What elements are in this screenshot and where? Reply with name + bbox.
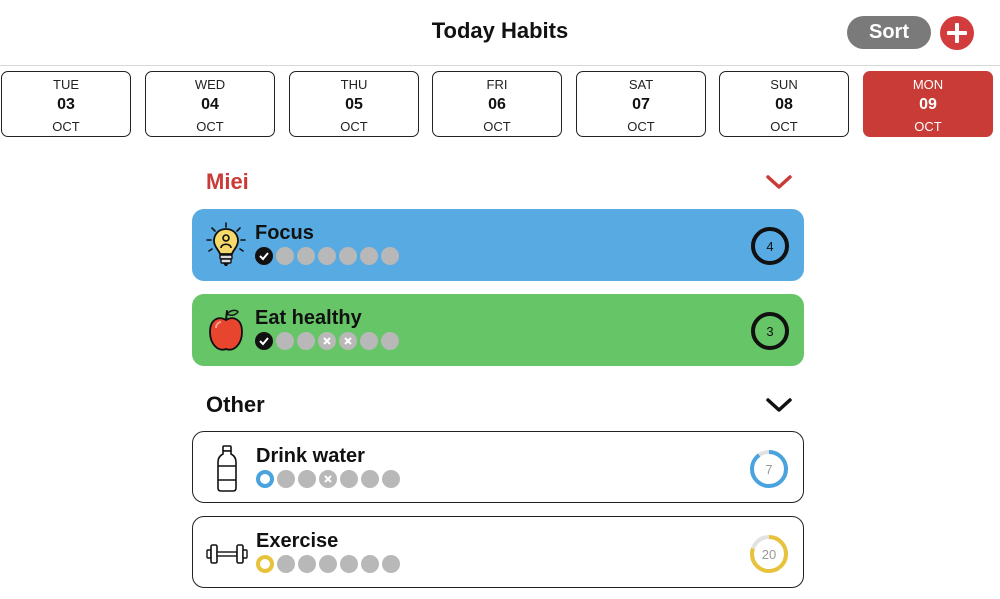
date-day: 05	[345, 96, 363, 113]
date-weekday: SUN	[770, 77, 798, 92]
habit-count: 3	[766, 324, 773, 339]
day-status-empty[interactable]	[382, 555, 400, 573]
habit-name: Drink water	[256, 445, 365, 467]
day-status-empty[interactable]	[277, 470, 295, 488]
day-status-empty[interactable]	[340, 470, 358, 488]
day-status-empty[interactable]	[298, 555, 316, 573]
day-status-empty[interactable]	[276, 332, 294, 350]
habit-name: Focus	[255, 222, 314, 244]
date-month: OCT	[483, 119, 511, 134]
day-status-empty[interactable]	[339, 247, 357, 265]
date-day: 07	[632, 96, 650, 113]
x-icon	[323, 337, 331, 345]
habit-week-progress	[255, 247, 399, 265]
day-status-done[interactable]	[255, 332, 273, 350]
day-status-empty[interactable]	[340, 555, 358, 573]
date-month: OCT	[196, 119, 224, 134]
date-month: OCT	[340, 119, 368, 134]
top-bar: Today Habits Sort	[0, 0, 1000, 66]
section-title: Miei	[206, 169, 249, 194]
section-header-other[interactable]: Other	[192, 390, 804, 420]
date-month: OCT	[914, 119, 942, 134]
chevron-down-icon[interactable]	[764, 394, 794, 416]
habit-week-progress	[256, 470, 400, 488]
chevron-down-icon[interactable]	[764, 171, 794, 193]
date-month: OCT	[627, 119, 655, 134]
habit-count: 4	[766, 239, 773, 254]
day-status-empty[interactable]	[361, 555, 379, 573]
x-icon	[324, 475, 332, 483]
add-habit-button[interactable]	[940, 16, 974, 50]
date-day: 08	[775, 96, 793, 113]
habit-count-ring: 20	[750, 535, 788, 573]
date-card-sun[interactable]: SUN 08 OCT	[719, 71, 849, 137]
day-status-empty[interactable]	[319, 555, 337, 573]
sort-button[interactable]: Sort	[847, 16, 931, 49]
day-status-today[interactable]	[256, 470, 274, 488]
date-card-fri[interactable]: FRI 06 OCT	[432, 71, 562, 137]
habit-count: 20	[762, 547, 776, 562]
habit-card-focus[interactable]: Focus 4	[192, 209, 804, 281]
habit-count-ring: 3	[751, 312, 789, 350]
habit-count: 7	[765, 462, 772, 477]
habit-week-progress	[256, 555, 400, 573]
dumbbell-icon	[206, 544, 248, 564]
day-status-done[interactable]	[255, 247, 273, 265]
date-card-wed[interactable]: WED 04 OCT	[145, 71, 275, 137]
day-status-empty[interactable]	[277, 555, 295, 573]
habit-week-progress	[255, 332, 399, 350]
day-status-empty[interactable]	[381, 247, 399, 265]
day-status-empty[interactable]	[381, 332, 399, 350]
habit-name: Exercise	[256, 530, 339, 552]
date-card-sat[interactable]: SAT 07 OCT	[576, 71, 706, 137]
day-status-empty[interactable]	[318, 247, 336, 265]
checkmark-icon	[259, 252, 269, 261]
habit-card-eat-healthy[interactable]: Eat healthy 3	[192, 294, 804, 366]
date-day: 03	[57, 96, 75, 113]
day-status-empty[interactable]	[360, 247, 378, 265]
date-weekday: THU	[340, 77, 368, 92]
habit-name: Eat healthy	[255, 307, 362, 329]
habit-progress-arc	[750, 450, 788, 488]
habit-count-ring: 7	[750, 450, 788, 488]
habit-count-ring: 4	[751, 227, 789, 265]
day-status-skipped[interactable]	[339, 332, 357, 350]
date-card-thu[interactable]: THU 05 OCT	[289, 71, 419, 137]
date-day: 09	[919, 96, 937, 113]
date-month: OCT	[52, 119, 80, 134]
date-weekday: SAT	[628, 77, 654, 92]
day-status-empty[interactable]	[360, 332, 378, 350]
plus-icon	[947, 23, 967, 43]
date-card-tue[interactable]: TUE 03 OCT	[1, 71, 131, 137]
habit-card-drink-water[interactable]: Drink water 7	[192, 431, 804, 503]
date-weekday: MON	[912, 77, 944, 92]
date-weekday: FRI	[486, 77, 508, 92]
water-bottle-icon	[217, 445, 237, 492]
date-month: OCT	[770, 119, 798, 134]
apple-icon	[209, 309, 243, 351]
section-title: Other	[206, 392, 265, 417]
date-card-mon-selected[interactable]: MON 09 OCT	[863, 71, 993, 137]
day-status-empty[interactable]	[382, 470, 400, 488]
habit-progress-arc	[750, 535, 788, 573]
habit-card-exercise[interactable]: Exercise 20	[192, 516, 804, 588]
day-status-empty[interactable]	[297, 332, 315, 350]
day-status-skipped[interactable]	[318, 332, 336, 350]
date-weekday: WED	[194, 77, 226, 92]
section-header-miei[interactable]: Miei	[192, 167, 804, 197]
date-day: 06	[488, 96, 506, 113]
date-weekday: TUE	[53, 77, 79, 92]
day-status-empty[interactable]	[276, 247, 294, 265]
day-status-empty[interactable]	[361, 470, 379, 488]
page-title: Today Habits	[431, 18, 569, 43]
day-status-empty[interactable]	[298, 470, 316, 488]
day-status-empty[interactable]	[297, 247, 315, 265]
day-status-skipped[interactable]	[319, 470, 337, 488]
lightbulb-icon	[206, 222, 246, 266]
x-icon	[344, 337, 352, 345]
date-day: 04	[201, 96, 219, 113]
day-status-today[interactable]	[256, 555, 274, 573]
checkmark-icon	[259, 337, 269, 346]
date-strip: TUE 03 OCT WED 04 OCT THU 05 OCT FRI 06 …	[0, 71, 1000, 137]
